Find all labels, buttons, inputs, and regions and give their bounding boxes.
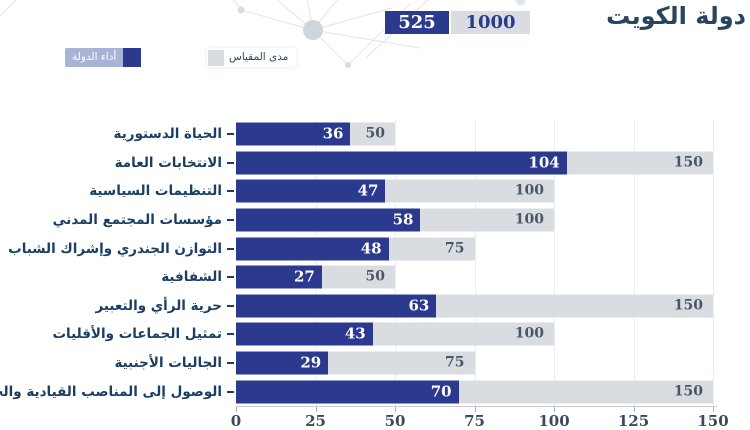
category-label: مؤسسات المجتمع المدني xyxy=(52,212,222,229)
x-tick-label: 50 xyxy=(384,412,406,430)
state-performance-swatch xyxy=(123,48,142,67)
value-bar[interactable]: 29 xyxy=(236,351,329,375)
scale-max-label: 50 xyxy=(365,268,385,285)
bar-value-label: 29 xyxy=(300,353,322,372)
scale-max-label: 150 xyxy=(673,297,703,314)
scale-max-label: 150 xyxy=(673,154,703,171)
legend-scale-range-label: مدى المقياس xyxy=(229,51,289,63)
category-label: الانتخابات العامة xyxy=(114,154,222,171)
bar-value-label: 27 xyxy=(293,267,315,286)
bar-value-label: 104 xyxy=(528,153,560,172)
x-tick-label: 125 xyxy=(617,412,650,430)
category-tick xyxy=(227,133,234,136)
scale-range-swatch xyxy=(208,49,224,66)
category-tick xyxy=(227,333,234,336)
scale-max-label: 50 xyxy=(365,125,385,142)
page-title: دولة الكويت xyxy=(606,2,746,30)
value-bar[interactable]: 36 xyxy=(236,122,351,146)
category-tick xyxy=(227,219,234,222)
x-axis-tick xyxy=(554,407,555,412)
bar-row: التنظيمات السياسية 100 47 xyxy=(0,177,750,206)
x-tick-label: 0 xyxy=(230,412,242,430)
category-label: الحياة الدستورية xyxy=(113,126,222,143)
bar-row: الجاليات الأجنبية 75 29 xyxy=(0,349,750,378)
x-tick-label: 25 xyxy=(305,412,326,430)
legend-state-performance-label: أداء الدولة xyxy=(72,51,117,63)
category-tick xyxy=(227,390,234,393)
value-bar[interactable]: 47 xyxy=(236,179,386,203)
x-tick-label: 150 xyxy=(697,412,729,430)
bar-value-label: 43 xyxy=(344,324,366,343)
bar-row: تمثيل الجماعات والأقليات 100 43 xyxy=(0,320,750,349)
scale-max-label: 100 xyxy=(514,182,544,199)
bar-value-label: 63 xyxy=(408,296,430,315)
x-axis-tick xyxy=(315,407,317,412)
value-bar[interactable]: 63 xyxy=(236,294,437,318)
bar-row: مؤسسات المجتمع المدني 100 58 xyxy=(0,206,750,235)
category-label: الشفافية xyxy=(161,269,222,286)
category-tick xyxy=(227,247,234,250)
x-tick-label: 75 xyxy=(464,412,485,430)
bar-row: الشفافية 50 27 xyxy=(0,263,750,292)
bar-row: التوازن الجندري وإشراك الشباب 75 48 xyxy=(0,234,750,263)
x-axis-line xyxy=(236,406,717,407)
score-value-badge: 525 xyxy=(385,11,449,34)
value-bar[interactable]: 70 xyxy=(236,380,459,404)
scale-max-label: 150 xyxy=(673,383,703,400)
category-label: الجاليات الأجنبية xyxy=(114,355,222,372)
x-axis-tick xyxy=(474,407,476,412)
bar-value-label: 58 xyxy=(392,210,414,229)
value-bar[interactable]: 43 xyxy=(236,322,373,346)
x-axis-tick xyxy=(236,407,237,412)
x-axis-tick xyxy=(633,407,635,412)
category-tick xyxy=(227,362,234,365)
category-tick xyxy=(227,161,234,164)
horizontal-bar-chart: الحياة الدستورية 50 36 الانتخابات العامة… xyxy=(0,120,750,430)
category-tick xyxy=(227,190,234,193)
bar-row: الحياة الدستورية 50 36 xyxy=(0,120,750,149)
bar-row: حرية الرأي والتعبير 150 63 xyxy=(0,292,750,321)
value-bar[interactable]: 48 xyxy=(236,237,389,261)
bar-rows: الحياة الدستورية 50 36 الانتخابات العامة… xyxy=(0,120,750,406)
bar-value-label: 70 xyxy=(430,382,452,401)
category-label: التنظيمات السياسية xyxy=(89,183,222,200)
value-bar[interactable]: 58 xyxy=(236,208,421,232)
bar-value-label: 48 xyxy=(360,239,382,258)
category-label: الوصول إلى المناصب القيادية والحساسية xyxy=(0,383,222,400)
bar-row: الوصول إلى المناصب القيادية والحساسية 15… xyxy=(0,377,750,406)
scale-max-label: 75 xyxy=(445,354,465,371)
legend-item-state-performance[interactable]: أداء الدولة xyxy=(65,48,142,67)
legend-item-scale-range[interactable]: مدى المقياس xyxy=(207,48,297,67)
category-label: تمثيل الجماعات والأقليات xyxy=(52,326,222,343)
category-tick xyxy=(227,276,234,279)
scale-max-label: 100 xyxy=(514,325,544,342)
x-tick-label: 100 xyxy=(538,412,570,430)
score-max-badge: 1000 xyxy=(451,11,530,34)
category-label: التوازن الجندري وإشراك الشباب xyxy=(8,240,222,257)
category-label: حرية الرأي والتعبير xyxy=(95,297,222,314)
value-bar[interactable]: 104 xyxy=(236,151,567,175)
bar-value-label: 47 xyxy=(357,181,379,200)
category-tick xyxy=(227,304,234,307)
scale-max-label: 100 xyxy=(514,211,544,228)
scale-max-label: 75 xyxy=(445,240,465,257)
bar-row: الانتخابات العامة 150 104 xyxy=(0,149,750,178)
value-bar[interactable]: 27 xyxy=(236,265,322,289)
x-axis-tick xyxy=(395,407,396,412)
x-axis-tick xyxy=(713,407,714,412)
bar-value-label: 36 xyxy=(322,124,344,143)
